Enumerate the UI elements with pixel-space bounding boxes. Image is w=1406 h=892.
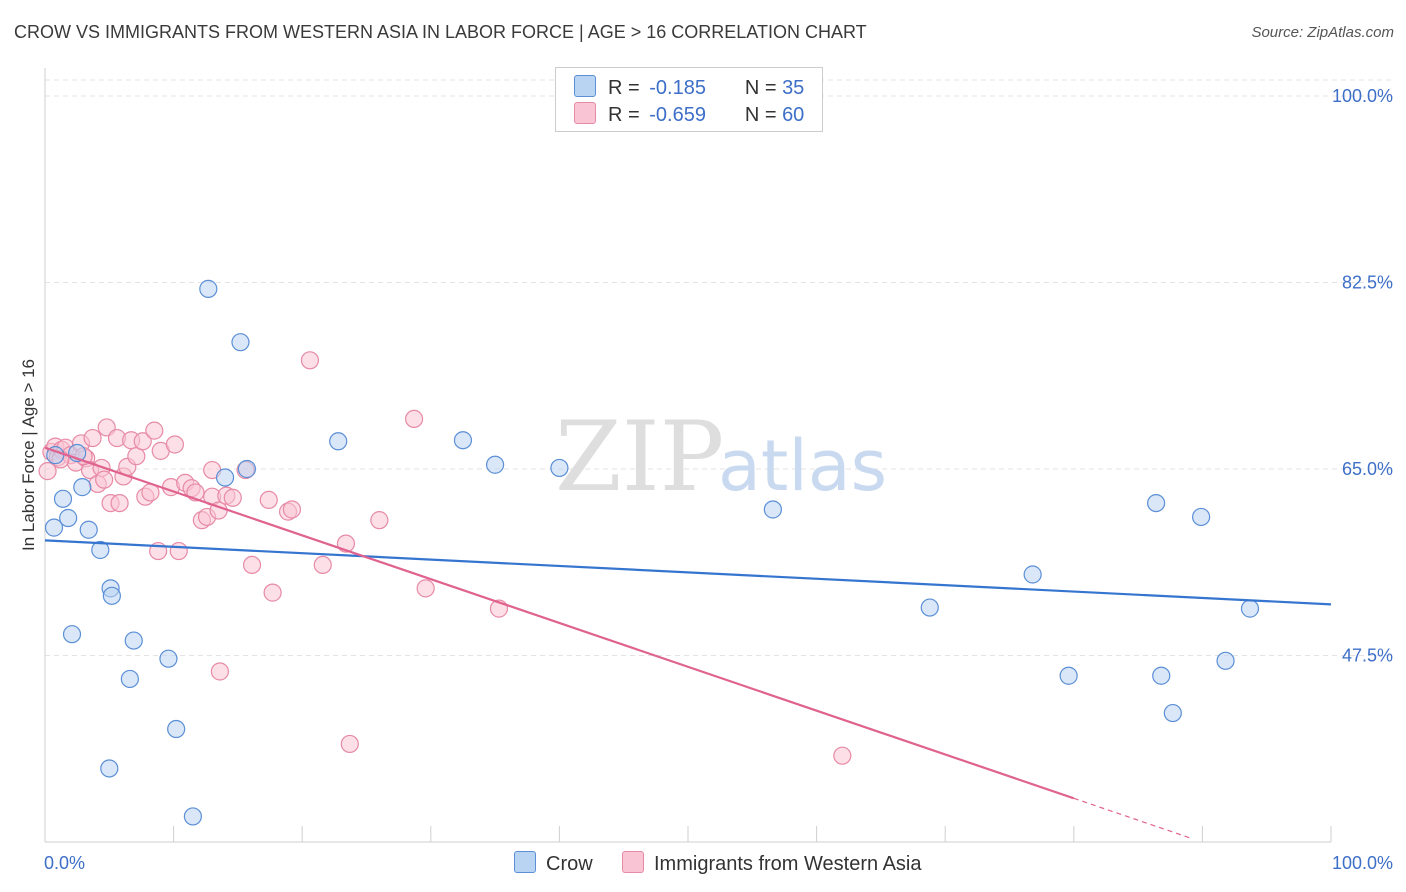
crow-point: [120, 669, 139, 689]
immigrants-trend-extension: [1073, 797, 1190, 839]
legend-crow-label: Crow: [546, 853, 593, 875]
crow-point: [329, 432, 348, 451]
crow-point: [79, 520, 98, 539]
immigrants-point: [133, 432, 152, 451]
crow-point: [1023, 565, 1042, 584]
crow-point: [486, 455, 505, 474]
x-tick-labels: 0.0% 100.0%: [44, 853, 1393, 873]
immigrants-point: [145, 421, 164, 440]
legend-n-label: N =: [744, 104, 777, 126]
legend-n-label: N =: [744, 77, 777, 99]
immigrants-point: [242, 555, 262, 575]
immigrants-swatch: [622, 851, 644, 873]
immigrants-trend-line: [44, 446, 1075, 800]
crow-point: [231, 333, 250, 352]
crow-trend-line: [44, 539, 1332, 606]
crow-point: [100, 759, 119, 778]
immigrants-point: [169, 541, 188, 561]
immigrants-point: [404, 409, 424, 429]
watermark-zip: ZIP: [555, 401, 724, 513]
crow-point: [1240, 599, 1260, 618]
source-label: Source: ZipAtlas.com: [1251, 24, 1394, 41]
legend-immigrants-label: Immigrants from Western Asia: [654, 853, 922, 875]
watermark-atlas: atlas: [718, 425, 887, 507]
crow-point: [453, 431, 473, 450]
crow-point: [73, 478, 92, 497]
series-layer: [38, 279, 1260, 826]
immigrants-point: [223, 488, 242, 507]
crow-point: [199, 279, 218, 298]
crow-point: [59, 508, 78, 528]
immigrants-point: [38, 462, 57, 481]
legend-r-label: R =: [608, 104, 640, 126]
y-axis-title: In Labor Force | Age > 16: [19, 359, 38, 551]
crow-point: [53, 489, 73, 508]
watermark: ZIP atlas: [555, 401, 887, 513]
crow-point: [124, 631, 143, 650]
crow-point: [550, 458, 569, 478]
y-tick-labels: 100.0% 82.5% 65.0% 47.5%: [1332, 86, 1393, 666]
legend-r-label: R =: [608, 77, 640, 99]
legend-r-value: -0.185: [649, 77, 706, 99]
bottom-legend-crow: Crow: [514, 851, 593, 877]
immigrants-point: [340, 734, 359, 754]
immigrants-point: [300, 351, 320, 370]
y-tick-label: 100.0%: [1332, 86, 1393, 106]
crow-point: [167, 719, 186, 739]
immigrants-point: [833, 746, 852, 765]
crow-point: [1147, 493, 1166, 513]
legend-row-crow: R = -0.185 N = 35: [574, 75, 804, 99]
immigrants-point: [95, 470, 114, 489]
crow-swatch: [514, 851, 536, 873]
legend-n-value: 35: [782, 77, 805, 99]
crow-point: [91, 540, 110, 560]
immigrants-point: [282, 500, 302, 519]
immigrants-point: [313, 555, 332, 575]
immigrants-point: [259, 490, 278, 509]
crow-point: [1152, 666, 1171, 685]
crow-point: [44, 518, 64, 537]
immigrants-point: [263, 583, 282, 602]
crow-point: [62, 625, 82, 644]
crow-point: [1163, 703, 1182, 723]
y-tick-label: 82.5%: [1342, 272, 1393, 292]
crow-point: [1192, 507, 1211, 527]
legend-n-value: 60: [782, 104, 805, 126]
crow-point: [1216, 651, 1235, 670]
correlation-legend: R = -0.185 N = 35 R = -0.659 N = 60: [555, 67, 823, 132]
crow-point: [920, 598, 939, 617]
immigrants-swatch: [574, 102, 596, 124]
immigrants-point: [370, 511, 389, 530]
crow-point: [102, 586, 121, 605]
y-tick-label: 65.0%: [1342, 459, 1393, 479]
crow-point: [215, 468, 235, 487]
immigrants-point: [416, 579, 435, 598]
crow-point: [763, 500, 782, 519]
x-tick-label: 0.0%: [44, 853, 85, 873]
crow-swatch: [574, 75, 596, 97]
crow-point: [237, 459, 257, 479]
chart-title: CROW VS IMMIGRANTS FROM WESTERN ASIA IN …: [14, 22, 867, 42]
bottom-legend-immigrants: Immigrants from Western Asia: [622, 851, 921, 877]
legend-row-immigrants: R = -0.659 N = 60: [574, 102, 804, 126]
trend-lines: [44, 446, 1332, 839]
immigrants-point: [110, 493, 129, 513]
y-tick-label: 47.5%: [1342, 645, 1393, 665]
crow-point: [183, 807, 202, 826]
crow-point: [1059, 666, 1078, 685]
crow-point: [159, 649, 178, 668]
legend-r-value: -0.659: [649, 104, 706, 126]
immigrants-point: [83, 428, 102, 448]
x-tick-label: 100.0%: [1332, 853, 1393, 873]
immigrants-point: [165, 435, 184, 454]
immigrants-point: [210, 662, 229, 681]
